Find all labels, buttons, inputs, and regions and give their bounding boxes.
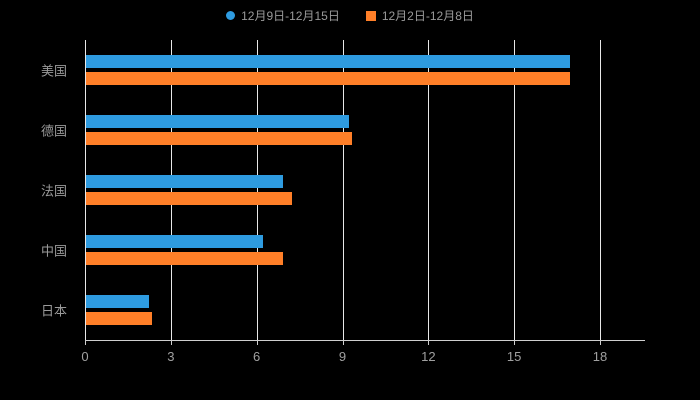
plot-area: 0 3 6 9 12 15 18 — [81, 40, 645, 364]
bar — [86, 175, 284, 188]
gridline — [170, 40, 172, 340]
category-label: 美国 — [40, 63, 67, 79]
legend-item[interactable]: 12月2日-12月8日 — [365, 7, 474, 24]
x-axis-tick — [170, 340, 172, 345]
x-axis-tick-label: 6 — [253, 349, 261, 364]
bar — [86, 132, 353, 145]
x-axis-tick — [85, 340, 86, 345]
x-axis-tick — [342, 340, 344, 345]
bar — [86, 312, 152, 325]
bar — [86, 55, 570, 68]
category-label: 法国 — [40, 183, 67, 199]
x-axis-tick — [514, 340, 516, 345]
x-axis-tick-label: 12 — [421, 349, 436, 364]
gridline — [600, 40, 601, 340]
y-axis-category-labels: 美国德国法国中国日本 — [0, 40, 77, 340]
x-axis-tick-label: 18 — [592, 349, 608, 364]
bar — [86, 72, 570, 85]
legend-item-label: 12月9日-12月15日 — [241, 9, 340, 23]
category-label: 德国 — [40, 123, 67, 139]
y-axis-line — [85, 40, 86, 340]
bar — [86, 295, 149, 308]
bar — [86, 252, 284, 265]
legend-marker-square-icon — [365, 10, 376, 21]
category-label: 日本 — [40, 303, 67, 319]
category-label: 中国 — [40, 243, 67, 259]
gridline — [342, 40, 344, 340]
legend-marker-circle-icon — [226, 11, 236, 20]
x-axis-tick-label: 3 — [167, 349, 175, 364]
gridline — [514, 40, 516, 340]
gridline — [428, 40, 430, 340]
x-axis-tick-label: 9 — [338, 349, 347, 364]
x-axis-tick-label: 0 — [81, 349, 89, 364]
legend-item[interactable]: 12月9日-12月15日 — [226, 7, 340, 24]
bar — [86, 115, 350, 128]
bar — [86, 192, 292, 205]
x-axis-tick — [600, 340, 601, 345]
bar — [86, 235, 264, 248]
gridline — [256, 40, 258, 340]
legend-item-label: 12月2日-12月8日 — [381, 9, 474, 23]
x-axis-tick — [428, 340, 430, 345]
legend: 12月9日-12月15日 12月2日-12月8日 — [0, 7, 700, 24]
x-axis-tick-label: 15 — [506, 349, 522, 364]
x-axis-tick — [256, 340, 258, 345]
